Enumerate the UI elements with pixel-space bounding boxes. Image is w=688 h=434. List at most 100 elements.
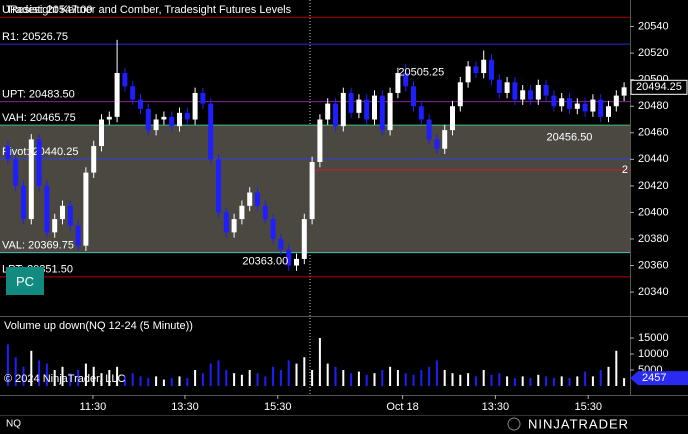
volume-bar (474, 376, 477, 386)
y-tick-label: 20360 (638, 259, 669, 271)
candle-body (216, 159, 221, 213)
volume-bar (459, 374, 462, 386)
volume-bar (116, 366, 119, 386)
candle-body (411, 86, 416, 107)
candle-body (239, 205, 245, 220)
volume-bar (576, 376, 579, 386)
candle-body (309, 161, 315, 220)
candle-body (21, 185, 26, 220)
candle-body (434, 139, 440, 149)
volume-bar (498, 373, 501, 386)
candle-body (223, 212, 229, 233)
volume-bar (45, 363, 48, 386)
candle-body (153, 119, 159, 131)
volume-bar (506, 376, 509, 386)
volume-bar (287, 360, 290, 386)
candle-body (255, 192, 260, 206)
last-volume: 2457 (642, 372, 666, 384)
candle-body (442, 130, 448, 149)
volume-bar (350, 373, 353, 386)
volume-bar (435, 360, 438, 386)
y-tick-label: 20380 (638, 233, 669, 245)
copyright: © 2024 NinjaTrader, LLC (4, 373, 125, 385)
y-tick-label: 20480 (638, 100, 669, 112)
x-tick-label: 13:30 (482, 401, 510, 413)
annotation: 20505.25 (398, 67, 444, 79)
candle-body (457, 82, 463, 107)
candle-body (122, 73, 128, 87)
volume-bar (443, 370, 446, 386)
volume-bar (162, 379, 165, 386)
volume-bar (295, 363, 298, 386)
candle-body (169, 116, 175, 127)
logo-icon (507, 417, 521, 431)
volume-bar (233, 373, 236, 386)
candle-body (621, 87, 627, 96)
volume-bar (529, 378, 532, 386)
volume-bar (396, 370, 399, 386)
candle-body (395, 73, 401, 93)
candle-body (262, 205, 268, 220)
candle-body (582, 103, 588, 112)
volume-bar (22, 366, 25, 386)
volume-bar (108, 370, 111, 386)
volume-bar (568, 378, 571, 386)
volume-bar (147, 378, 150, 386)
y-tick-label: 20540 (638, 20, 669, 32)
candle-body (333, 103, 338, 127)
candle-body (83, 172, 89, 246)
candle-body (450, 106, 455, 131)
candle-body (106, 116, 112, 120)
candle-body (489, 59, 494, 80)
y-tick-label: 20340 (638, 286, 669, 298)
candle-body (543, 84, 549, 96)
last-price: 20494.25 (636, 81, 682, 93)
candle-body (567, 98, 572, 109)
volume-bar (100, 373, 103, 386)
candle-body (481, 59, 487, 74)
volume-bar (326, 363, 329, 386)
annotation: 20363.00 (242, 255, 288, 267)
volume-bar (373, 373, 376, 386)
candle-body (520, 90, 526, 100)
last-volume-box (630, 371, 688, 386)
candle-body (325, 103, 331, 120)
x-tick-label: 11:30 (80, 401, 107, 413)
value-area (0, 125, 630, 253)
volume-bar (170, 378, 173, 386)
volume-bar (389, 366, 392, 386)
brand: NINJATRADER (528, 416, 629, 431)
level-label: 2 (622, 164, 628, 176)
candle-body (60, 205, 65, 220)
volume-bar (599, 370, 602, 386)
level-label: VAH: 20465.75 (2, 112, 76, 124)
candle-body (75, 225, 81, 246)
candle-body (161, 116, 167, 120)
volume-bar (420, 370, 423, 386)
volume-bar (318, 338, 321, 386)
volume-bar (84, 363, 87, 386)
volume-bar (357, 371, 360, 386)
volume-bar (61, 366, 64, 386)
candle-body (114, 73, 120, 117)
candle-body (99, 119, 104, 147)
pc-button[interactable]: PC (6, 267, 44, 295)
volume-bar (30, 350, 33, 386)
candle-body (177, 112, 182, 127)
candle-body (559, 98, 565, 107)
volume-bar (404, 373, 407, 386)
volume-bar (186, 378, 189, 386)
volume-bar (482, 370, 485, 386)
candle-body (200, 92, 206, 104)
volume-bar (256, 373, 259, 386)
candle-body (294, 258, 299, 266)
volume-bar (123, 376, 126, 386)
volume-bar (537, 374, 540, 386)
x-tick-label: 13:30 (171, 401, 199, 413)
candle-body (5, 146, 11, 160)
chart-title: Tradesight Keltner and Comber, Tradesigh… (6, 4, 292, 16)
y-tick-label: 20520 (638, 47, 669, 59)
volume-bar (279, 370, 282, 386)
level-label: UPT: 20483.50 (2, 88, 75, 100)
volume-bar (560, 376, 563, 386)
